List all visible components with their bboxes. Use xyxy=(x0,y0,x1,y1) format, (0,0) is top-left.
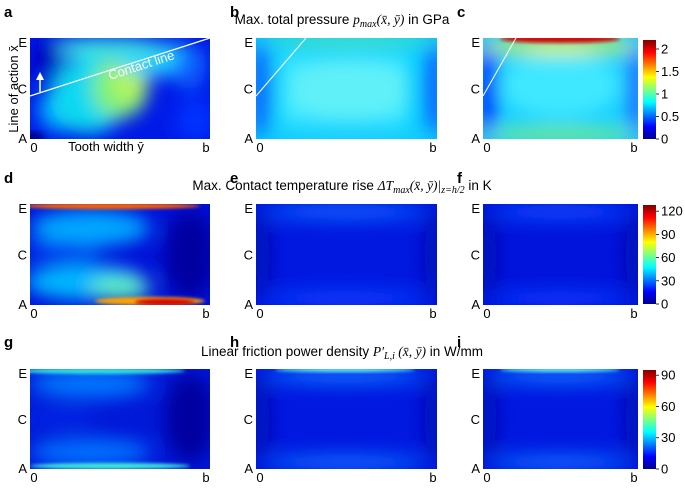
x-tick-b-1: b xyxy=(429,140,436,155)
y-tick-C-4: C xyxy=(244,248,253,263)
heatmap-panel-i xyxy=(483,369,638,469)
y-tick-C-2: C xyxy=(471,82,480,97)
colorbar-tick-label: 1.5 xyxy=(661,64,679,79)
colorbar-tick-label: 90 xyxy=(661,227,675,242)
colorbar-tick-label: 0 xyxy=(661,462,668,477)
heatmap-panel-b xyxy=(256,38,437,139)
colorbar-tick-label: 30 xyxy=(661,430,675,445)
x-tick-0-4: 0 xyxy=(256,306,263,321)
heatmap-panel-g xyxy=(30,369,210,469)
colorbar-tick-label: 60 xyxy=(661,399,675,414)
x-axis-label: Tooth width ȳ xyxy=(68,139,144,154)
y-tick-C-6: C xyxy=(18,412,27,427)
y-axis-label: Line of action x̄ xyxy=(6,45,21,133)
y-tick-E-3: E xyxy=(18,201,27,216)
panel-letter-d: d xyxy=(4,170,13,187)
colorbar-tick-label: 120 xyxy=(661,204,683,219)
y-tick-A-3: A xyxy=(18,297,27,312)
contact-line xyxy=(29,37,211,97)
y-tick-A-1: A xyxy=(244,131,253,146)
heatmap-panel-d xyxy=(30,204,210,305)
x-tick-0-8: 0 xyxy=(483,470,490,485)
y-tick-A-8: A xyxy=(471,461,480,476)
y-tick-C-7: C xyxy=(244,412,253,427)
y-tick-A-5: A xyxy=(471,297,480,312)
panel-letter-f: f xyxy=(457,170,463,187)
colorbar-row-1 xyxy=(643,40,656,139)
contact-line-c xyxy=(482,37,517,97)
x-tick-0-1: 0 xyxy=(256,140,263,155)
panel-letter-h: h xyxy=(230,334,239,351)
x-tick-b-7: b xyxy=(429,470,436,485)
heatmap-panel-c xyxy=(483,38,638,139)
colorbar-row-2 xyxy=(643,205,656,304)
y-tick-E-7: E xyxy=(244,366,253,381)
y-tick-C-0: C xyxy=(18,82,27,97)
y-tick-C-8: C xyxy=(471,412,480,427)
y-tick-A-2: A xyxy=(471,131,480,146)
x-tick-b-5: b xyxy=(630,306,637,321)
y-tick-E-0: E xyxy=(18,35,27,50)
y-tick-E-2: E xyxy=(471,35,480,50)
x-tick-b-2: b xyxy=(630,140,637,155)
heatmap-panel-e xyxy=(256,204,437,305)
x-tick-b-4: b xyxy=(429,306,436,321)
y-tick-E-6: E xyxy=(18,366,27,381)
x-tick-0-0: 0 xyxy=(30,140,37,155)
row-1-title: Max. total pressure pmax(x̄, ȳ) in GPa xyxy=(235,12,450,30)
y-tick-A-6: A xyxy=(18,461,27,476)
direction-arrow xyxy=(36,72,44,92)
colorbar-tick-label: 60 xyxy=(661,250,675,265)
panel-letter-b: b xyxy=(230,4,239,21)
x-tick-0-5: 0 xyxy=(483,306,490,321)
y-tick-A-0: A xyxy=(18,131,27,146)
y-tick-E-5: E xyxy=(471,201,480,216)
colorbar-tick-label: 90 xyxy=(661,368,675,383)
colorbar-tick-label: 1 xyxy=(661,87,668,102)
heatmap-panel-h xyxy=(256,369,437,469)
row-3-title: Linear friction power density P′L,i (x̄,… xyxy=(201,344,483,362)
row-2-title: Max. Contact temperature rise ΔTmax(x̄, … xyxy=(192,178,491,196)
colorbar-tick-label: 2 xyxy=(661,42,668,57)
y-tick-C-3: C xyxy=(18,248,27,263)
y-tick-E-8: E xyxy=(471,366,480,381)
x-tick-b-6: b xyxy=(202,470,209,485)
panel-letter-a: a xyxy=(4,4,13,21)
x-tick-0-6: 0 xyxy=(30,470,37,485)
panel-letter-c: c xyxy=(457,4,465,21)
x-tick-b-3: b xyxy=(202,306,209,321)
panel-letter-g: g xyxy=(4,334,13,351)
x-tick-b-8: b xyxy=(630,470,637,485)
panel-letter-i: i xyxy=(457,334,461,351)
colorbar-tick-label: 0 xyxy=(661,132,668,147)
panel-letter-e: e xyxy=(230,170,238,187)
y-tick-A-4: A xyxy=(244,297,253,312)
x-tick-0-3: 0 xyxy=(30,306,37,321)
y-tick-A-7: A xyxy=(244,461,253,476)
y-tick-C-5: C xyxy=(471,248,480,263)
contact-line-b xyxy=(255,37,307,97)
colorbar-row-3 xyxy=(643,370,656,469)
y-tick-E-4: E xyxy=(244,201,253,216)
x-tick-0-7: 0 xyxy=(256,470,263,485)
x-tick-b-0: b xyxy=(202,140,209,155)
heatmap-panel-f xyxy=(483,204,638,305)
colorbar-tick-label: 0 xyxy=(661,297,668,312)
heatmap-panel-a xyxy=(30,38,210,139)
colorbar-tick-label: 30 xyxy=(661,273,675,288)
y-tick-E-1: E xyxy=(244,35,253,50)
y-tick-C-1: C xyxy=(244,82,253,97)
x-tick-0-2: 0 xyxy=(483,140,490,155)
colorbar-tick-label: 0.5 xyxy=(661,109,679,124)
